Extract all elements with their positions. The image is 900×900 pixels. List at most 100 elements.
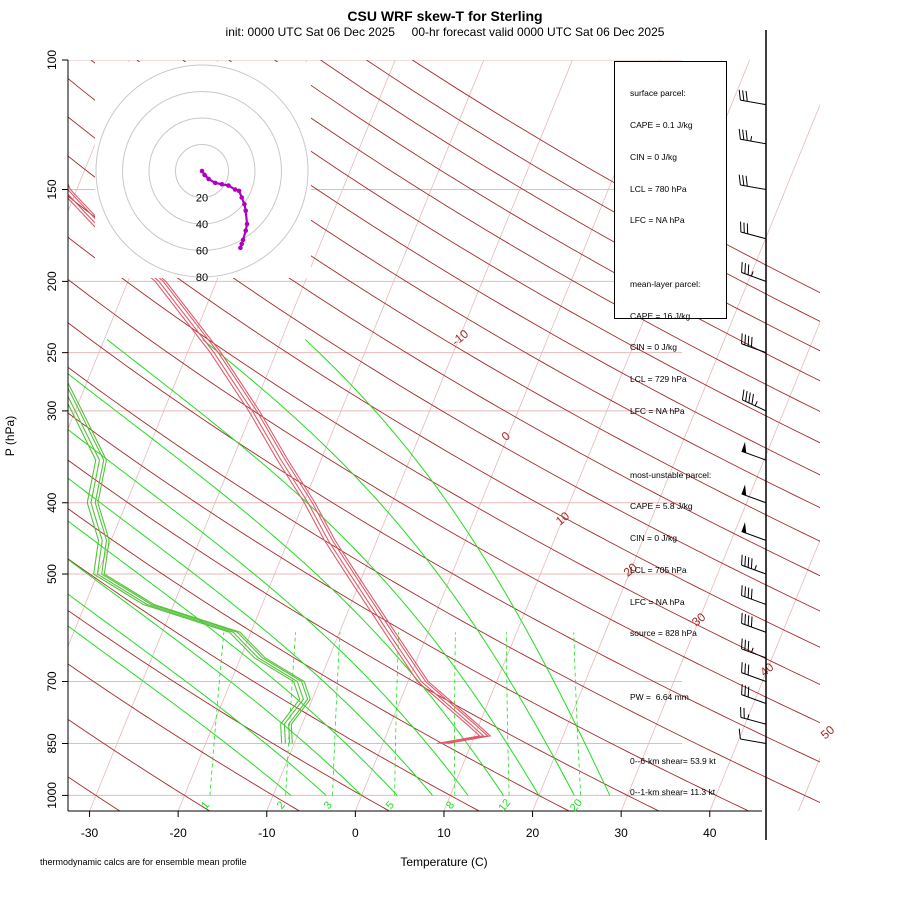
dewpoint-profile-line bbox=[68, 402, 301, 744]
wind-barb-full bbox=[747, 587, 750, 599]
dewpoint-profile-line bbox=[68, 386, 309, 744]
pressure-tick-label: 150 bbox=[45, 179, 59, 199]
temperature-tick-label: 30 bbox=[614, 826, 628, 840]
temperature-tick-label: 20 bbox=[526, 826, 540, 840]
wind-barb-full bbox=[741, 554, 743, 566]
isotherm-line bbox=[177, 60, 485, 811]
hodograph-point bbox=[244, 221, 250, 227]
mean-layer-cin: CIN = 0 J/kg bbox=[630, 342, 678, 353]
wind-barb-full bbox=[738, 728, 741, 740]
wind-barb-half bbox=[747, 714, 750, 720]
wind-barb-half bbox=[754, 565, 757, 571]
wind-barb bbox=[741, 585, 767, 605]
dry-adiabat-line bbox=[68, 322, 820, 763]
hodograph-point bbox=[226, 183, 231, 188]
shear-group: 0--6-km shear= 53.9 kt 0--1-km shear= 11… bbox=[630, 734, 722, 819]
temperature-tick-label: -30 bbox=[81, 826, 99, 840]
wind-barb-shaft bbox=[741, 595, 767, 605]
wind-barb-full bbox=[744, 663, 746, 674]
mixing-ratio-line bbox=[285, 632, 296, 796]
isotherm-line bbox=[709, 539, 820, 811]
precipitable-water: PW = 6.64 mm bbox=[630, 692, 689, 703]
dry-adiabat-line bbox=[68, 116, 820, 577]
mixing-ratio-label: 5 bbox=[384, 799, 397, 811]
mixing-ratio-label: 3 bbox=[322, 799, 335, 811]
hodograph-point bbox=[236, 188, 242, 194]
hodograph-ring bbox=[175, 144, 229, 198]
wind-barb-half bbox=[750, 136, 753, 142]
mixing-ratio-label: 2 bbox=[275, 799, 288, 811]
isotherm-label: 0 bbox=[499, 428, 513, 443]
moist-adiabat-line bbox=[68, 625, 292, 796]
wind-barb-full bbox=[745, 90, 748, 102]
wind-barb-full bbox=[741, 333, 743, 344]
dry-adiabat-line bbox=[68, 558, 480, 811]
wind-barb-half bbox=[750, 647, 754, 653]
wind-barb-full bbox=[750, 616, 753, 627]
hodograph-ring-label: 20 bbox=[196, 193, 208, 205]
isotherm-label: 10 bbox=[553, 509, 572, 529]
hodograph-point bbox=[239, 195, 245, 200]
wind-barb bbox=[740, 221, 767, 240]
wind-barb-full bbox=[741, 662, 743, 673]
wind-barb bbox=[741, 484, 767, 504]
dry-adiabat-line bbox=[136, 60, 820, 476]
dry-adiabat-line bbox=[182, 60, 820, 444]
hodograph-point bbox=[202, 172, 207, 178]
isotherm-line bbox=[89, 60, 396, 811]
wind-barb-full bbox=[741, 684, 743, 695]
wind-barb-full bbox=[741, 585, 743, 596]
temperature-tick-label: 0 bbox=[352, 826, 359, 840]
shear-0-1km: 0--1-km shear= 11.3 kt bbox=[630, 787, 716, 798]
dry-adiabat-line bbox=[320, 60, 820, 352]
dry-adiabat-line bbox=[68, 366, 820, 803]
wind-barb-full bbox=[742, 90, 745, 101]
wind-barb-shaft bbox=[741, 672, 767, 682]
wind-barb-full bbox=[744, 334, 746, 345]
wind-barb bbox=[738, 89, 767, 106]
hodograph-point bbox=[232, 187, 238, 192]
dry-adiabat-line bbox=[68, 278, 820, 724]
wind-barb-shaft bbox=[741, 648, 767, 659]
wind-barb-full bbox=[738, 174, 741, 186]
hodograph-ring-label: 80 bbox=[196, 272, 208, 284]
hodograph-ring-label: 60 bbox=[196, 246, 208, 258]
moist-adiabat-line bbox=[202, 339, 575, 796]
wind-barb-full bbox=[744, 685, 746, 696]
hodograph-point bbox=[240, 237, 246, 243]
surface-lfc: LFC = NA hPa bbox=[630, 215, 685, 226]
mixing-ratio-label: 1 bbox=[199, 799, 212, 811]
wind-barb bbox=[740, 706, 767, 725]
wind-barb-half bbox=[750, 271, 754, 277]
dry-adiabat-line bbox=[68, 195, 820, 648]
hodograph-ring bbox=[122, 91, 282, 251]
isotherm-line bbox=[887, 60, 900, 811]
wind-barb-full bbox=[741, 262, 743, 273]
wind-barb-full bbox=[747, 640, 750, 652]
wind-barb bbox=[741, 612, 767, 633]
hodograph-point bbox=[239, 241, 245, 247]
wind-barb-full bbox=[744, 639, 746, 651]
wind-barb bbox=[741, 333, 767, 354]
wind-barb bbox=[741, 662, 767, 682]
dry-adiabat-line bbox=[68, 412, 749, 811]
hodograph-point bbox=[219, 181, 225, 187]
moist-adiabat-line bbox=[68, 558, 363, 796]
wind-barb-shaft bbox=[740, 184, 767, 190]
mean-layer-heading: mean-layer parcel: bbox=[630, 278, 701, 289]
moist-adiabat-line bbox=[68, 593, 327, 796]
wind-barb-full bbox=[738, 128, 741, 140]
dry-adiabat-line bbox=[68, 609, 390, 811]
isotherm-line bbox=[797, 756, 820, 811]
surface-cin: CIN = 0 J/kg bbox=[630, 151, 678, 162]
most-unstable-heading: most-unstable parcel: bbox=[630, 469, 712, 480]
moist-adiabat-line bbox=[305, 339, 611, 796]
wind-barb-full bbox=[750, 588, 753, 600]
wind-barb-full bbox=[748, 392, 751, 403]
surface-lcl: LCL = 780 hPa bbox=[630, 183, 687, 194]
surface-parcel-group: surface parcel: CAPE = 0.1 J/kg CIN = 0 … bbox=[630, 67, 722, 247]
moist-adiabat-line bbox=[68, 373, 504, 796]
wind-barb-full bbox=[750, 558, 753, 569]
isotherm-line bbox=[532, 103, 820, 811]
pressure-tick-label: 100 bbox=[45, 50, 59, 70]
